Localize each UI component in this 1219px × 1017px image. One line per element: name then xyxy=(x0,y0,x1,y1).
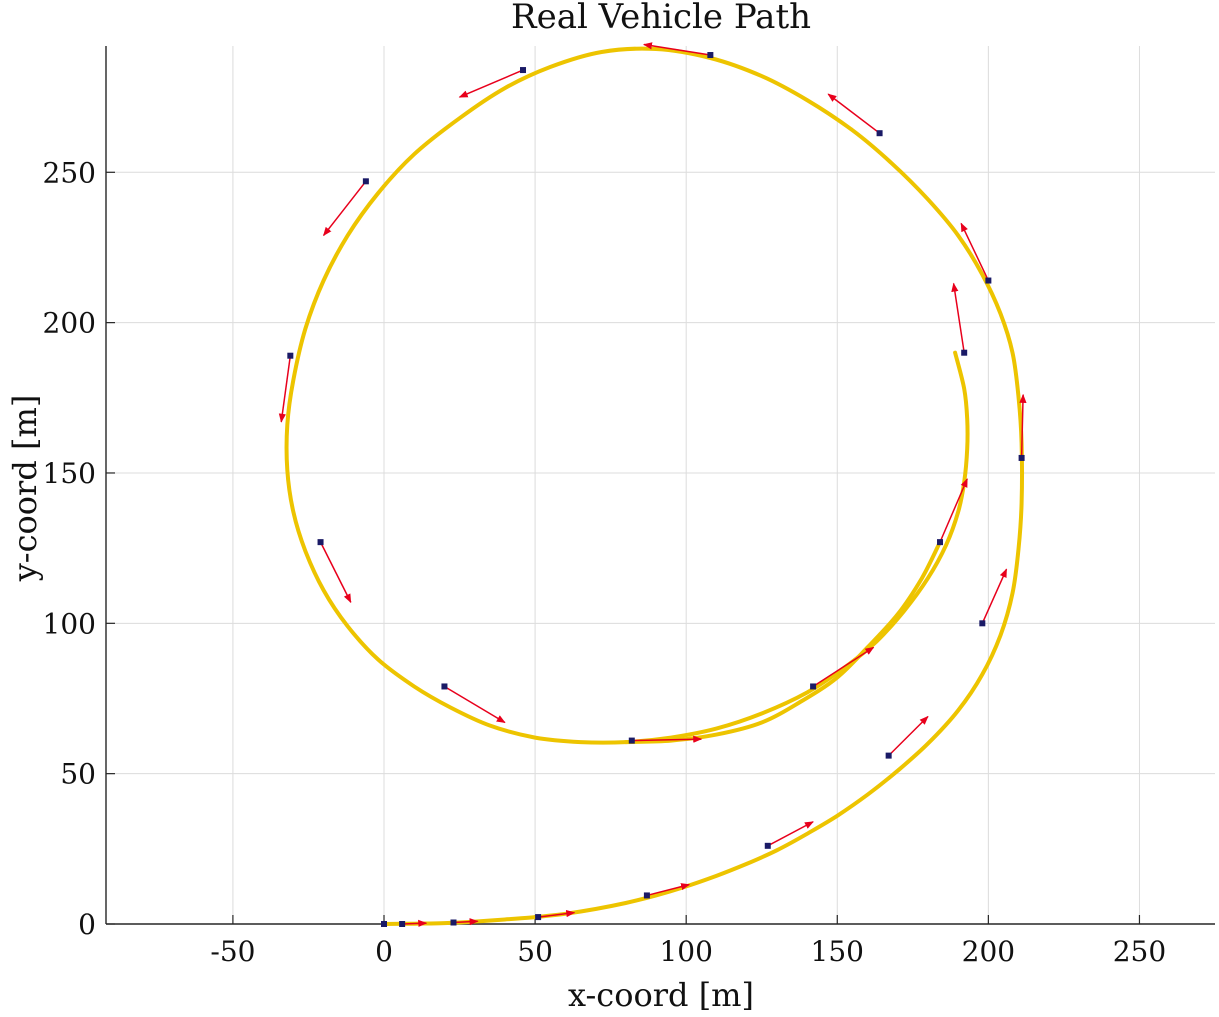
heading-arrow xyxy=(631,735,703,743)
heading-arrow xyxy=(1019,393,1027,458)
y-tick-label: 250 xyxy=(43,156,96,189)
path-marker xyxy=(937,539,944,546)
heading-arrow xyxy=(767,821,814,847)
heading-arrow xyxy=(322,180,367,237)
heading-arrow xyxy=(646,883,691,897)
heading-arrow xyxy=(812,646,875,688)
x-tick-label: 100 xyxy=(659,935,712,968)
y-tick-label: 50 xyxy=(60,758,96,791)
x-tick-label: 200 xyxy=(962,935,1015,968)
heading-arrow xyxy=(538,910,576,918)
heading-arrow xyxy=(402,919,428,927)
heading-arrow xyxy=(960,222,990,281)
heading-arrow xyxy=(453,918,479,926)
heading-arrow xyxy=(951,282,965,353)
x-tick-label: -50 xyxy=(210,935,255,968)
path-marker xyxy=(764,842,771,849)
path-marker xyxy=(961,349,968,356)
heading-arrow xyxy=(642,42,711,56)
x-tick-label: 0 xyxy=(375,935,393,968)
path-marker xyxy=(362,178,369,185)
y-tick-label: 200 xyxy=(43,307,96,340)
heading-arrow xyxy=(939,478,968,543)
x-tick-label: 50 xyxy=(517,935,553,968)
chart-title: Real Vehicle Path xyxy=(511,0,811,37)
heading-arrow xyxy=(827,93,881,134)
axes xyxy=(105,46,1215,925)
path-marker xyxy=(885,752,892,759)
path-marker xyxy=(287,352,294,359)
vehicle-path-line xyxy=(623,540,942,745)
x-tick-label: 150 xyxy=(811,935,864,968)
path-marker xyxy=(317,539,324,546)
x-tick-label: 250 xyxy=(1113,935,1166,968)
path-marker xyxy=(520,67,527,74)
vehicle-path-line xyxy=(284,46,1024,926)
y-axis-label: y-coord [m] xyxy=(6,395,44,583)
heading-arrow xyxy=(278,355,292,423)
y-tick-label: 150 xyxy=(43,457,96,490)
path-marker xyxy=(450,919,457,926)
path-marker xyxy=(979,620,986,627)
path-marker xyxy=(399,921,406,927)
heading-arrow xyxy=(981,568,1008,624)
path-marker xyxy=(876,130,883,137)
series xyxy=(278,42,1027,927)
path-marker xyxy=(643,892,650,899)
path-marker xyxy=(985,277,992,284)
x-axis-label: x-coord [m] xyxy=(568,976,754,1014)
y-tick-label: 100 xyxy=(43,607,96,640)
path-marker xyxy=(628,737,635,744)
heading-arrow xyxy=(888,715,929,757)
path-marker xyxy=(707,52,714,59)
path-marker xyxy=(1018,454,1025,461)
path-marker xyxy=(535,914,542,921)
grid xyxy=(106,46,1215,925)
path-marker xyxy=(441,683,448,690)
heading-arrow xyxy=(319,541,352,604)
path-marker xyxy=(381,921,388,927)
ticks: -50 0 50 100 150 200 250 0 50 100 150 200 250 xyxy=(43,156,1167,968)
path-marker xyxy=(810,683,817,690)
heading-arrow xyxy=(444,685,506,724)
y-tick-label: 0 xyxy=(78,908,96,941)
heading-arrow xyxy=(458,69,524,98)
